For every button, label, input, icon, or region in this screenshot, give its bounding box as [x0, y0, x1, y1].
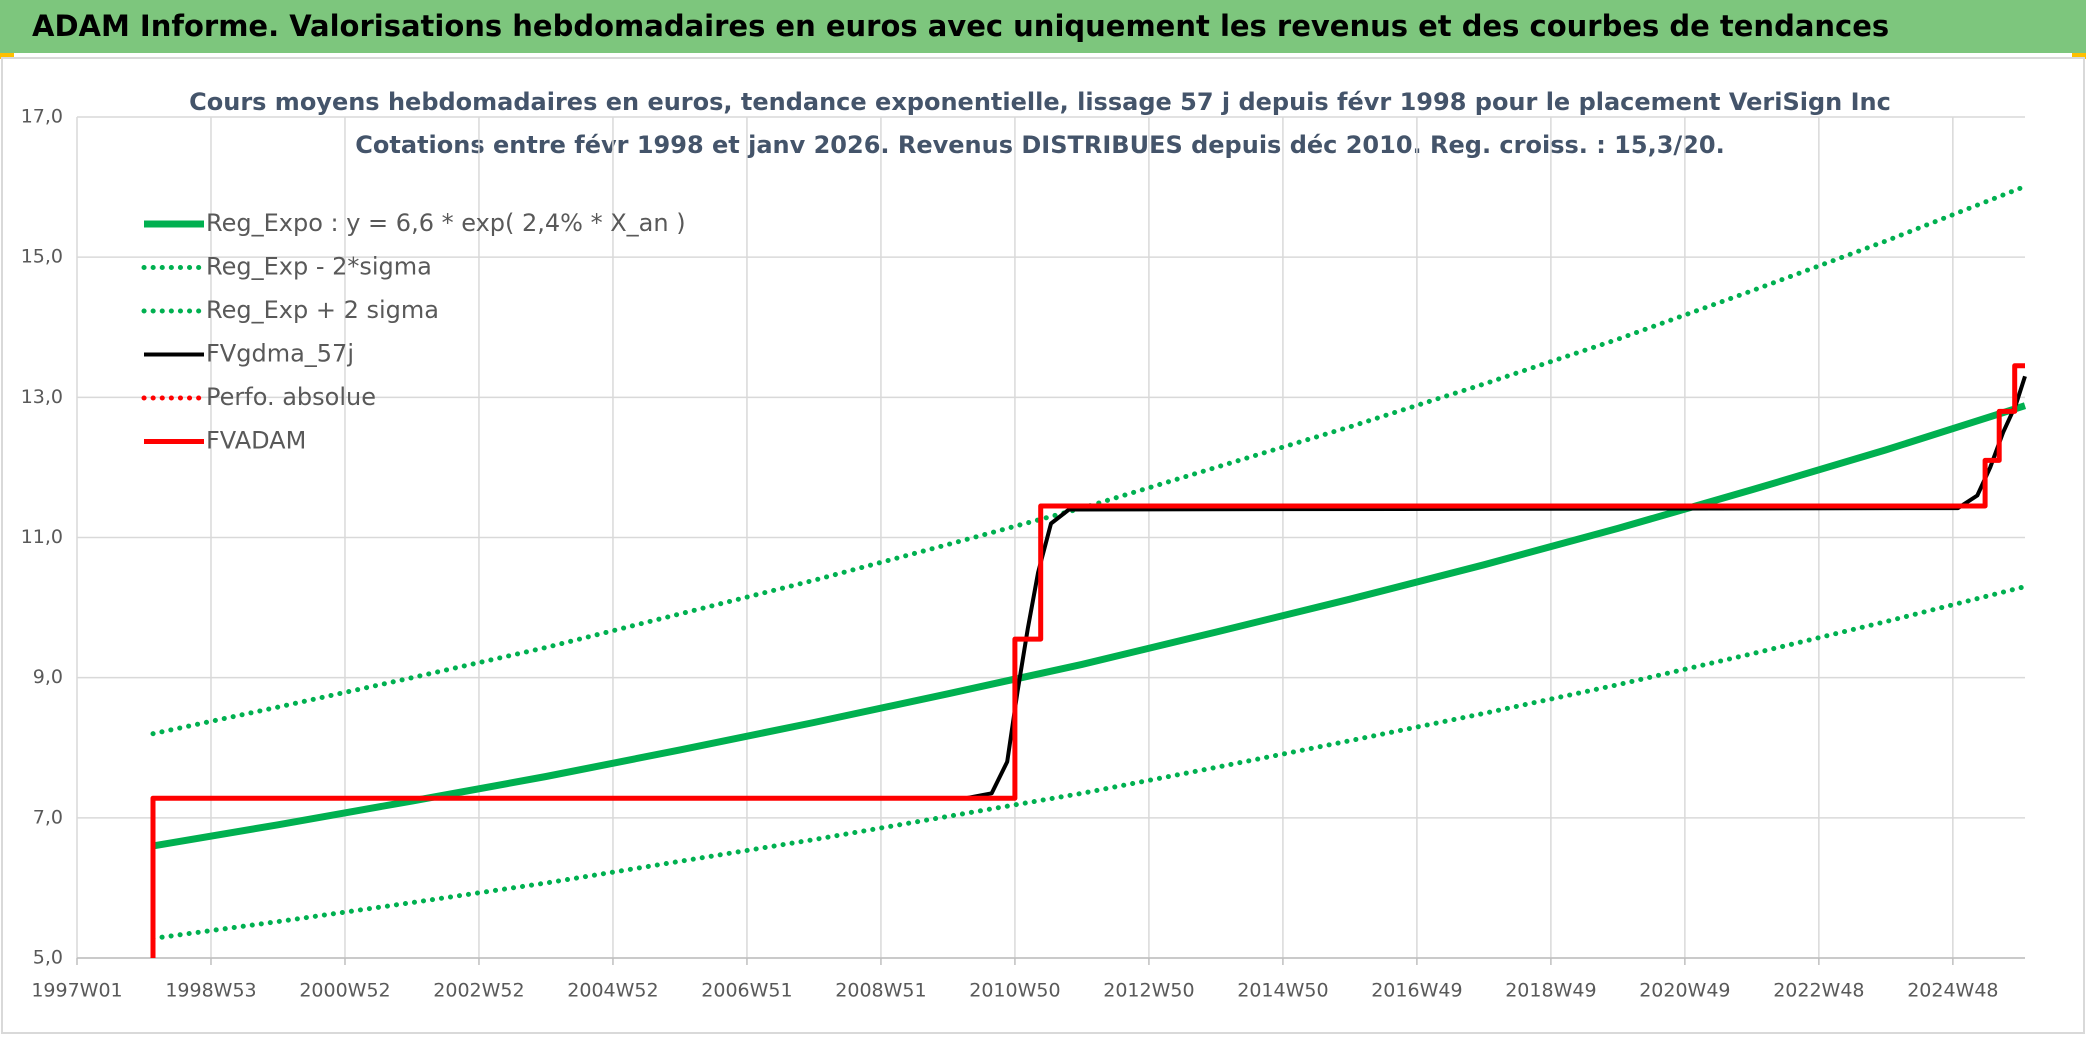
x-tick-label: 2018W49	[1505, 980, 1596, 1002]
y-tick-label: 5,0	[33, 947, 63, 969]
x-tick-label: 2006W51	[701, 980, 792, 1002]
y-tick-label: 7,0	[33, 806, 63, 828]
y-tick-label: 15,0	[21, 246, 63, 268]
x-tick-label: 2022W48	[1773, 980, 1864, 1002]
x-tick-label: 2004W52	[567, 980, 658, 1002]
legend-label: FVADAM	[206, 427, 306, 455]
legend-label: Perfo. absolue	[206, 383, 376, 411]
y-tick-label: 9,0	[33, 666, 63, 688]
legend-label: Reg_Expo : y = 6,6 * exp( 2,4% * X_an )	[206, 209, 686, 237]
x-tick-label: 2012W50	[1103, 980, 1194, 1002]
chart-subtitle: Cotations entre févr 1998 et janv 2026. …	[355, 131, 1724, 159]
y-tick-label: 11,0	[21, 526, 63, 548]
x-tick-label: 1997W01	[31, 980, 122, 1002]
legend-label: Reg_Exp - 2*sigma	[206, 253, 432, 281]
x-tick-label: 1998W53	[165, 980, 256, 1002]
x-tick-label: 2024W48	[1907, 980, 1998, 1002]
header-bar	[0, 0, 2086, 53]
series-line	[152, 402, 2027, 850]
chart-title: Cours moyens hebdomadaires en euros, ten…	[189, 88, 1891, 116]
chart-border	[1, 57, 2085, 1034]
y-tick-label: 17,0	[21, 106, 63, 128]
y-tick-label: 13,0	[21, 386, 63, 408]
corner-mark	[0, 53, 14, 59]
x-tick-label: 2008W51	[835, 980, 926, 1002]
x-tick-label: 2016W49	[1371, 980, 1462, 1002]
legend-label: Reg_Exp + 2 sigma	[206, 296, 439, 324]
legend-label: FVgdma_57j	[206, 340, 354, 368]
x-tick-label: 2010W50	[969, 980, 1060, 1002]
x-tick-label: 2000W52	[299, 980, 390, 1002]
header-title: ADAM Informe. Valorisations hebdomadaire…	[32, 9, 1889, 43]
x-tick-label: 2014W50	[1237, 980, 1328, 1002]
corner-mark	[2072, 53, 2086, 59]
x-tick-label: 2020W49	[1639, 980, 1730, 1002]
x-tick-label: 2002W52	[433, 980, 524, 1002]
series-line	[150, 363, 2025, 958]
